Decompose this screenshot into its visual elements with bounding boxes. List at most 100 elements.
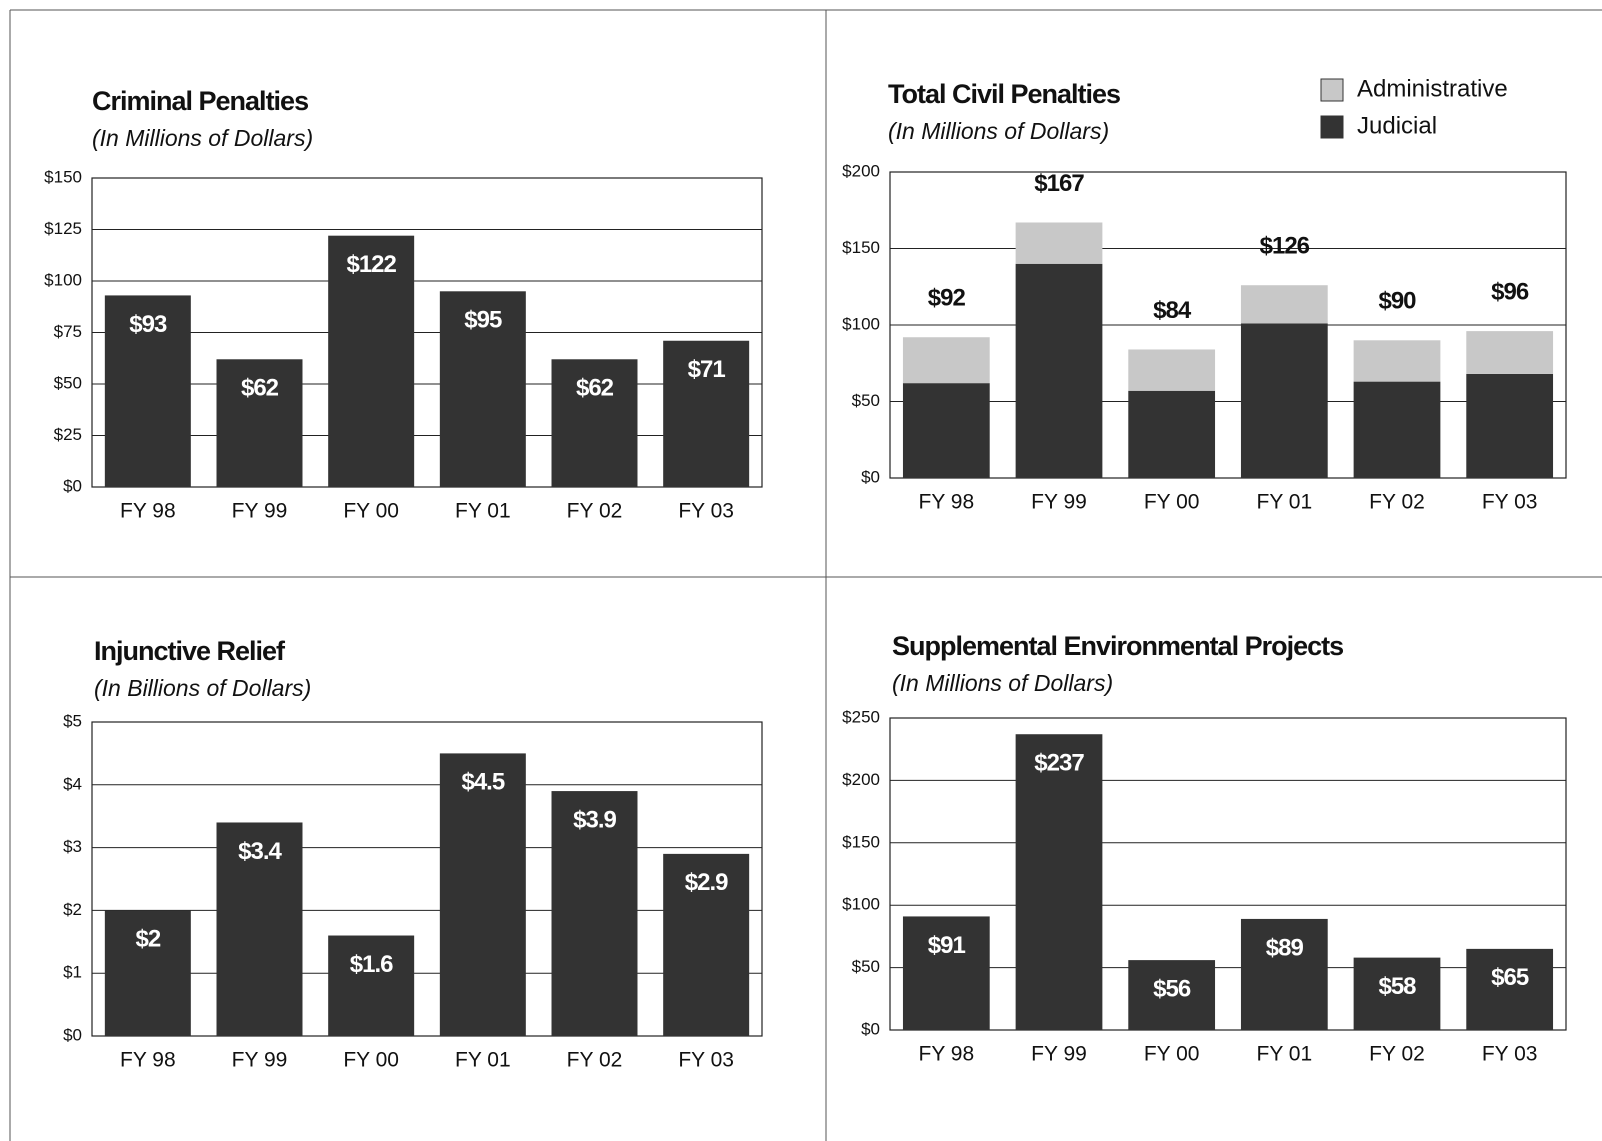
x-tick-label: FY 99 bbox=[232, 1049, 288, 1072]
plot-frame bbox=[91, 177, 763, 488]
total-label: $167 bbox=[1034, 170, 1084, 197]
plot-frame bbox=[889, 717, 1567, 1031]
bar bbox=[663, 853, 750, 1036]
bar-segment bbox=[1128, 390, 1216, 478]
chart-title: Injunctive Relief bbox=[94, 636, 286, 666]
bar bbox=[439, 753, 526, 1036]
x-tick-label: FY 02 bbox=[567, 1049, 623, 1072]
bar-segment bbox=[1240, 285, 1328, 324]
chart-subtitle: (In Billions of Dollars) bbox=[94, 675, 311, 701]
x-tick-label: FY 03 bbox=[1482, 1043, 1538, 1066]
value-label: $58 bbox=[1378, 973, 1416, 1000]
y-tick-label: $0 bbox=[63, 1025, 82, 1044]
bar bbox=[1015, 734, 1103, 1030]
bar bbox=[328, 235, 415, 487]
x-tick-label: FY 98 bbox=[120, 1049, 176, 1072]
value-label: $1.6 bbox=[350, 951, 393, 978]
bar-segment bbox=[1466, 373, 1554, 478]
x-tick-label: FY 98 bbox=[919, 491, 975, 514]
y-tick-label: $200 bbox=[842, 770, 880, 789]
x-tick-label: FY 00 bbox=[343, 500, 399, 523]
bar-segment bbox=[1128, 349, 1216, 391]
chart-subtitle: (In Millions of Dollars) bbox=[92, 125, 313, 151]
total-label: $92 bbox=[928, 285, 966, 312]
y-tick-label: $50 bbox=[852, 391, 880, 410]
x-tick-label: FY 03 bbox=[678, 500, 734, 523]
y-tick-label: $0 bbox=[861, 467, 880, 486]
bar-segment bbox=[1015, 263, 1103, 478]
value-label: $95 bbox=[464, 307, 502, 334]
x-tick-label: FY 01 bbox=[455, 1049, 511, 1072]
x-tick-label: FY 01 bbox=[1257, 1043, 1313, 1066]
value-label: $71 bbox=[688, 356, 726, 383]
value-label: $2.9 bbox=[685, 869, 728, 896]
x-tick-label: FY 02 bbox=[567, 500, 623, 523]
x-tick-label: FY 99 bbox=[1031, 491, 1087, 514]
x-tick-label: FY 98 bbox=[919, 1043, 975, 1066]
y-tick-label: $4 bbox=[63, 774, 82, 793]
y-tick-label: $100 bbox=[44, 270, 82, 289]
y-tick-label: $50 bbox=[852, 957, 880, 976]
value-label: $122 bbox=[346, 251, 396, 278]
legend-swatch bbox=[1320, 78, 1344, 102]
value-label: $2 bbox=[135, 926, 160, 953]
x-tick-label: FY 02 bbox=[1369, 491, 1425, 514]
y-tick-label: $200 bbox=[842, 161, 880, 180]
bar bbox=[1240, 918, 1328, 1030]
total-label: $126 bbox=[1260, 233, 1310, 260]
bar bbox=[1128, 960, 1216, 1030]
value-label: $4.5 bbox=[461, 769, 504, 796]
value-label: $3.4 bbox=[238, 838, 282, 865]
value-label: $65 bbox=[1491, 964, 1529, 991]
total-label: $96 bbox=[1491, 278, 1529, 305]
bar bbox=[328, 935, 415, 1036]
bar-segment bbox=[1015, 222, 1103, 264]
chart-subtitle: (In Millions of Dollars) bbox=[892, 670, 1113, 696]
total-label: $84 bbox=[1153, 297, 1192, 324]
bar bbox=[216, 822, 303, 1036]
y-tick-label: $150 bbox=[842, 238, 880, 257]
y-tick-label: $100 bbox=[842, 895, 880, 914]
y-tick-label: $125 bbox=[44, 219, 82, 238]
bar bbox=[1353, 957, 1441, 1030]
y-tick-label: $100 bbox=[842, 314, 880, 333]
y-tick-label: $250 bbox=[842, 707, 880, 726]
bar-segment bbox=[1466, 331, 1554, 374]
bar bbox=[902, 916, 990, 1030]
chart-title: Criminal Penalties bbox=[92, 86, 308, 116]
x-tick-label: FY 98 bbox=[120, 500, 176, 523]
bar bbox=[551, 791, 638, 1036]
legend-swatch bbox=[1320, 115, 1344, 139]
x-tick-label: FY 03 bbox=[678, 1049, 734, 1072]
value-label: $3.9 bbox=[573, 806, 616, 833]
y-tick-label: $3 bbox=[63, 837, 82, 856]
chart-title: Supplemental Environmental Projects bbox=[892, 631, 1343, 661]
value-label: $62 bbox=[241, 375, 279, 402]
bar bbox=[1466, 948, 1554, 1030]
bar bbox=[104, 295, 191, 487]
y-tick-label: $0 bbox=[861, 1019, 880, 1038]
value-label: $62 bbox=[576, 375, 614, 402]
bar bbox=[663, 340, 750, 487]
y-tick-label: $1 bbox=[63, 963, 82, 982]
value-label: $237 bbox=[1034, 750, 1084, 777]
chart-subtitle: (In Millions of Dollars) bbox=[888, 118, 1109, 144]
value-label: $89 bbox=[1266, 934, 1304, 961]
bar bbox=[551, 359, 638, 487]
legend-label: Administrative bbox=[1357, 75, 1508, 102]
bar bbox=[104, 910, 191, 1036]
y-tick-label: $50 bbox=[54, 373, 82, 392]
x-tick-label: FY 01 bbox=[455, 500, 511, 523]
y-tick-label: $150 bbox=[44, 167, 82, 186]
bar-segment bbox=[1353, 340, 1441, 382]
y-tick-label: $0 bbox=[63, 476, 82, 495]
bar-segment bbox=[1353, 381, 1441, 478]
legend-label: Judicial bbox=[1357, 112, 1437, 139]
x-tick-label: FY 00 bbox=[343, 1049, 399, 1072]
y-tick-label: $25 bbox=[54, 425, 82, 444]
bar bbox=[439, 291, 526, 487]
bar bbox=[216, 359, 303, 487]
y-tick-label: $150 bbox=[842, 832, 880, 851]
x-tick-label: FY 99 bbox=[1031, 1043, 1087, 1066]
